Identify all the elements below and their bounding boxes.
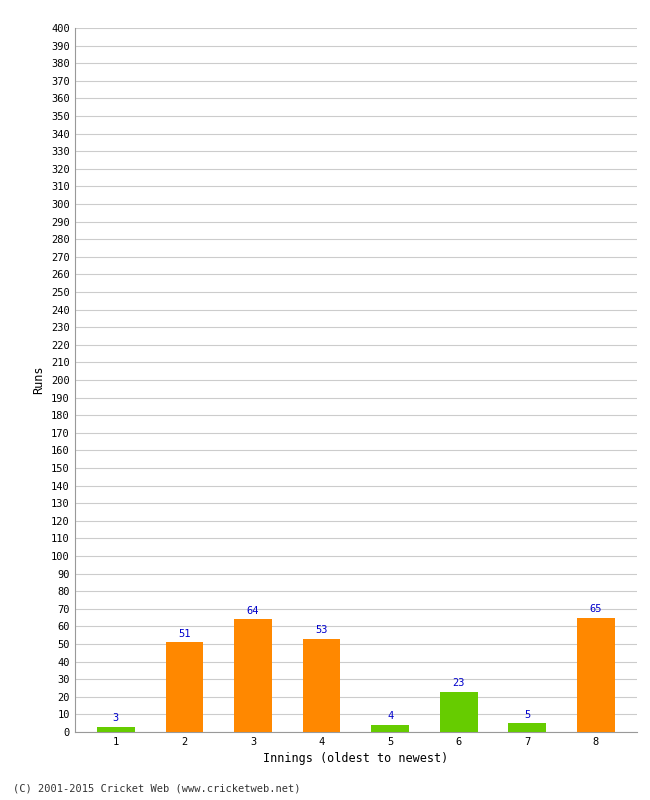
X-axis label: Innings (oldest to newest): Innings (oldest to newest): [263, 753, 448, 766]
Bar: [97, 726, 135, 732]
Text: 64: 64: [247, 606, 259, 616]
Text: 4: 4: [387, 711, 393, 722]
Bar: [577, 618, 615, 732]
Text: 3: 3: [112, 714, 119, 723]
Bar: [508, 723, 546, 732]
Text: (C) 2001-2015 Cricket Web (www.cricketweb.net): (C) 2001-2015 Cricket Web (www.cricketwe…: [13, 784, 300, 794]
Bar: [166, 642, 203, 732]
Bar: [234, 619, 272, 732]
Bar: [303, 638, 341, 732]
Y-axis label: Runs: Runs: [32, 366, 46, 394]
Bar: [440, 691, 478, 732]
Text: 23: 23: [452, 678, 465, 688]
Bar: [371, 725, 409, 732]
Text: 53: 53: [315, 626, 328, 635]
Text: 51: 51: [178, 629, 190, 638]
Text: 5: 5: [524, 710, 530, 720]
Text: 65: 65: [590, 604, 602, 614]
